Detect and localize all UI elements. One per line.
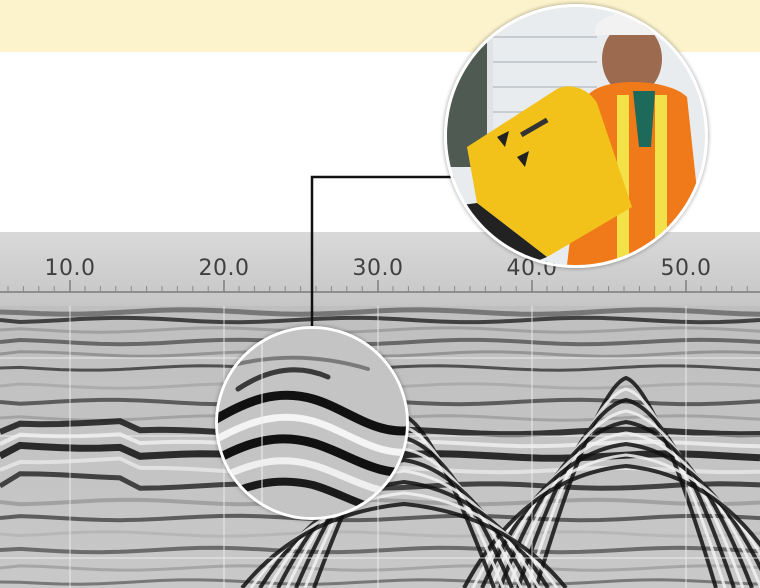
operator-photo	[444, 4, 708, 268]
ruler-label-10: 10.0	[44, 256, 96, 281]
ruler-label-20: 20.0	[198, 256, 250, 281]
magnified-radar-reflection-icon	[218, 329, 406, 517]
ruler-label-50: 50.0	[660, 256, 712, 281]
zoom-circle	[215, 326, 409, 520]
operator-with-yellow-gpr-unit-photo-icon	[447, 7, 705, 265]
